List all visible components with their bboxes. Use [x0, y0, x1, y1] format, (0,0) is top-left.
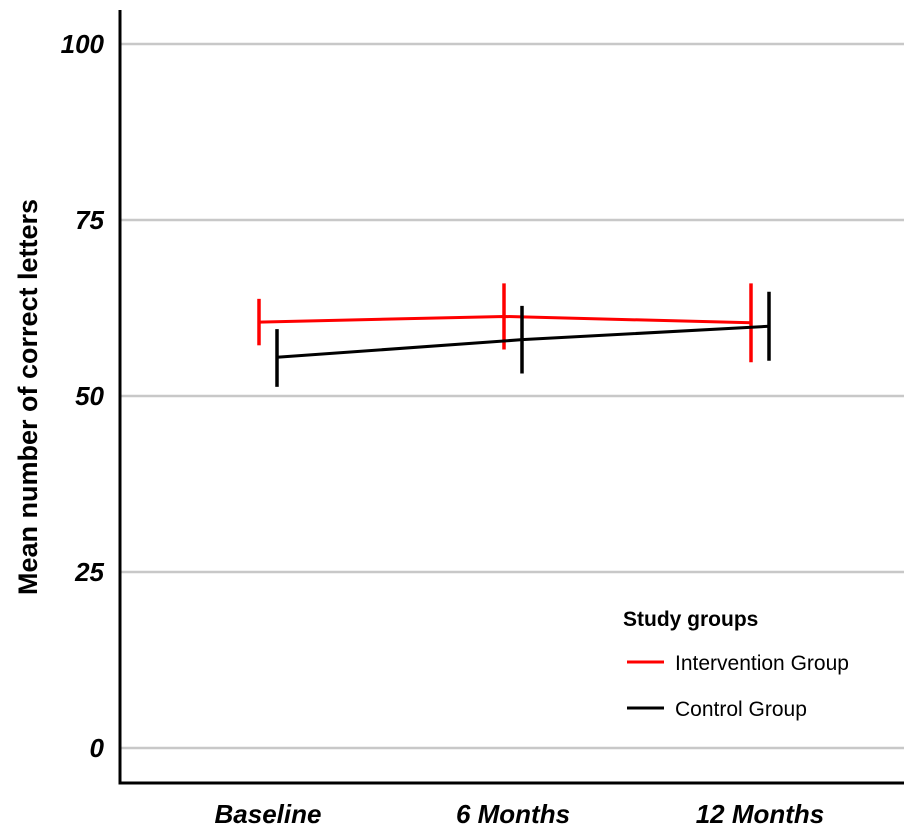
x-tick-label-baseline: Baseline [215, 799, 322, 829]
axes [118, 10, 904, 785]
y-axis-label: Mean number of correct letters [13, 199, 43, 595]
series-control-group [275, 291, 771, 387]
legend-label-intervention-group: Intervention Group [675, 652, 849, 675]
x-tick-label-6-months: 6 Months [456, 799, 570, 829]
x-tick-labels: Baseline 6 Months 12 Months [215, 799, 825, 829]
legend-title: Study groups [623, 608, 758, 631]
legend: Study groups Intervention Group Control G… [623, 608, 849, 721]
y-tick-label-0: 0 [90, 733, 105, 763]
series-group [257, 283, 771, 387]
grid-lines [120, 42, 904, 750]
legend-label-control-group: Control Group [675, 698, 807, 721]
y-tick-label-50: 50 [75, 381, 104, 411]
y-tick-label-25: 25 [74, 557, 104, 587]
y-tick-label-100: 100 [61, 29, 105, 59]
x-tick-label-12-months: 12 Months [696, 799, 825, 829]
y-tick-label-75: 75 [75, 205, 104, 235]
y-tick-labels: 0 25 50 75 100 [61, 29, 105, 763]
series-intervention-group [257, 283, 753, 363]
